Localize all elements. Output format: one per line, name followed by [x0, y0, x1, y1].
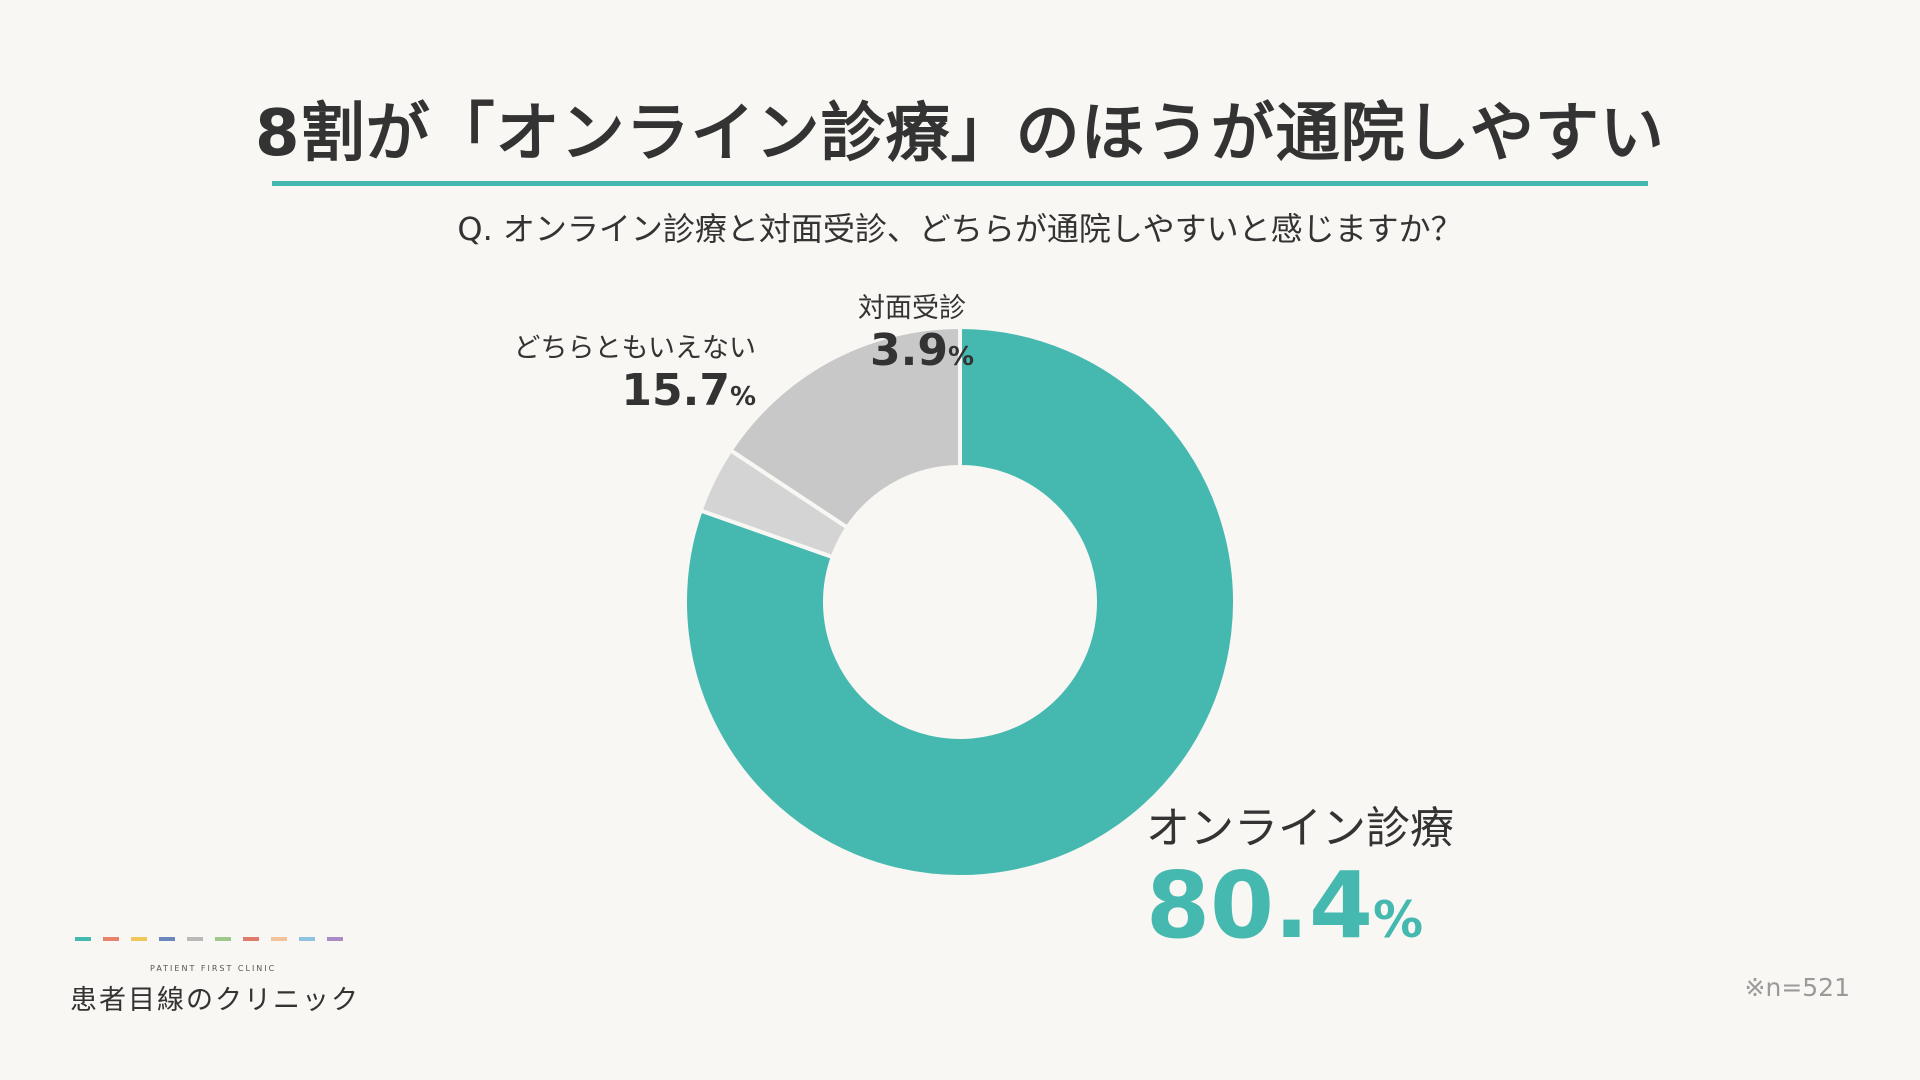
label-face-to-face-unit: %: [947, 342, 975, 372]
label-neither-value-wrap: 15.7%: [486, 365, 756, 416]
logo-dash: [215, 937, 231, 941]
label-neither-value: 15.7: [621, 365, 730, 416]
label-online-value-wrap: 80.4%: [1146, 860, 1454, 952]
logo-dash: [327, 937, 343, 941]
label-face-to-face: 対面受診 3.9%: [858, 286, 974, 376]
logo-dash: [299, 937, 315, 941]
label-online: オンライン診療 80.4%: [1146, 792, 1454, 952]
label-face-to-face-value-wrap: 3.9%: [870, 325, 974, 376]
label-face-to-face-value: 3.9: [870, 325, 948, 376]
survey-question: Q. オンライン診療と対面受診、どちらが通院しやすいと感じますか？: [457, 210, 1463, 248]
sample-size-note: ※n=521: [1744, 973, 1850, 1002]
label-online-name: オンライン診療: [1146, 803, 1454, 854]
logo-dash: [243, 937, 259, 941]
logo-dash: [75, 937, 91, 941]
label-neither: どちらともいえない 15.7%: [486, 326, 756, 416]
label-neither-unit: %: [729, 382, 756, 412]
slice-neither: [727, 324, 962, 531]
logo-dash: [103, 937, 119, 941]
logo-dash: [271, 937, 287, 941]
logo-dash: [159, 937, 175, 941]
logo-subtitle: PATIENT FIRST CLINIC: [150, 964, 277, 973]
logo-name: 患者目線のクリニック: [70, 985, 360, 1016]
page-title: 8割が「オンライン診療」のほうが通院しやすい: [255, 97, 1665, 171]
label-face-to-face-name: 対面受診: [858, 293, 966, 324]
title-underline: [272, 181, 1648, 186]
slice-online: [683, 324, 1237, 879]
label-online-value: 80.4: [1146, 852, 1373, 959]
label-neither-name: どちらともいえない: [513, 333, 756, 364]
logo-dash: [131, 937, 147, 941]
label-online-unit: %: [1373, 891, 1424, 949]
logo-dash: [187, 937, 203, 941]
logo-color-dashes: [75, 937, 345, 941]
